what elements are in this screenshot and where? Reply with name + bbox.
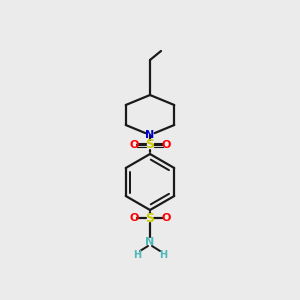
Text: N: N: [146, 237, 154, 247]
Text: S: S: [146, 139, 154, 152]
Text: H: H: [159, 250, 167, 260]
Text: S: S: [146, 212, 154, 224]
Text: O: O: [161, 140, 171, 150]
Text: O: O: [161, 213, 171, 223]
Text: O: O: [129, 213, 139, 223]
Text: H: H: [133, 250, 141, 260]
Text: O: O: [129, 140, 139, 150]
Text: N: N: [146, 130, 154, 140]
